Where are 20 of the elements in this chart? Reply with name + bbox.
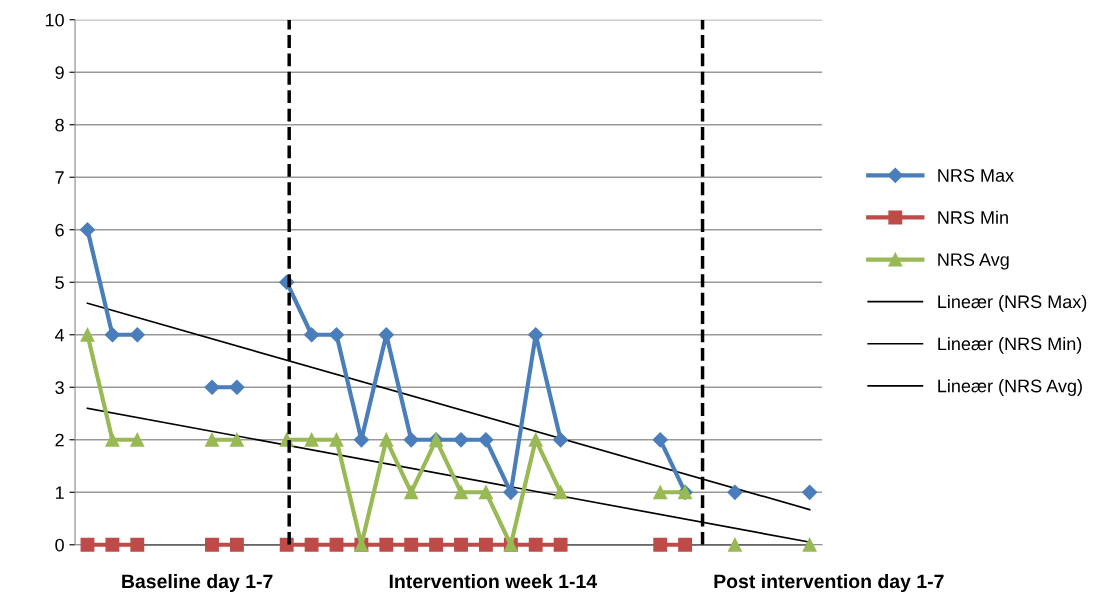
legend-label: Lineær (NRS Avg) [938,379,1082,396]
y-tick-label: 9 [55,66,64,79]
y-tick-label: 6 [55,223,64,237]
y-tick-label: 7 [55,171,64,184]
y-tick-label: 1 [55,486,64,499]
legend-label: NRS Min [938,210,1008,224]
text: Baseline day 1-7 [122,573,273,593]
y-tick-label: 5 [55,276,64,289]
legend-label: NRS Max [938,169,1014,182]
text: Intervention week 1-14 [389,573,597,589]
y-tick-label: 10 [45,13,64,27]
y-tick-label: 2 [55,433,64,447]
y-tick-label: 8 [55,118,64,132]
y-tick-label: 4 [55,328,65,342]
text: Post intervention day 1-7 [714,573,944,593]
legend-label: NRS Avg [938,253,1009,270]
y-tick-label: 0 [55,538,64,552]
legend-label: Lineær (NRS Max) [938,294,1087,312]
y-tick-label: 3 [55,381,64,394]
legend-label: Lineær (NRS Min) [938,337,1082,354]
